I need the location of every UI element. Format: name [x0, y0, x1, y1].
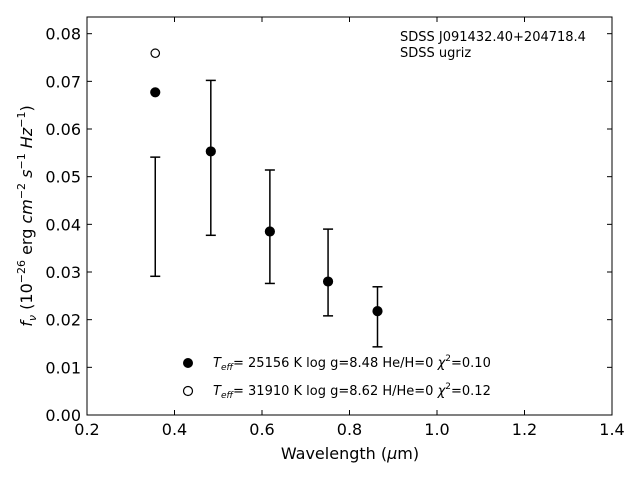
model-1-point — [264, 226, 275, 237]
y-tick-label: 0.08 — [45, 25, 81, 44]
x-tick-label: 0.6 — [249, 420, 274, 439]
y-tick-label: 0.02 — [45, 311, 81, 330]
annotation-object-name: SDSS J091432.40+204718.4 — [400, 30, 586, 45]
axes: 0.2 0.4 0.6 0.8 1.0 1.2 1.4 0.00 0.01 0.02 0.03 0.0… — [45, 16, 625, 439]
legend-marker-model-1 — [183, 358, 193, 368]
y-axis-title: fν (10−26 erg cm−2 s−1 Hz−1) — [15, 105, 39, 326]
legend: Teff= 25156 K log g=8.48 He/H=0 χ2=0.10 … — [182, 354, 491, 401]
x-tick-label: 1.0 — [424, 420, 449, 439]
model-1-point — [205, 146, 216, 157]
y-tick-label: 0.01 — [45, 358, 81, 377]
model-1-point — [372, 305, 383, 317]
legend-label-model-2: Teff= 31910 K log g=8.62 H/He=0 χ2=0.12 — [213, 382, 491, 401]
y-tick-label: 0.04 — [45, 215, 81, 234]
x-tick-label: 1.4 — [599, 420, 624, 439]
model-1-point — [322, 276, 334, 287]
x-tick-label: 0.2 — [74, 420, 99, 439]
x-tick-label: 1.2 — [512, 420, 537, 439]
legend-marker-model-2 — [182, 385, 194, 397]
annotation-filters: SDSS ugriz — [400, 46, 471, 61]
y-tick-label: 0.07 — [45, 72, 81, 91]
plot-area — [150, 48, 383, 348]
y-tick-label: 0.00 — [45, 406, 81, 425]
y-tick-label: 0.05 — [45, 168, 81, 187]
x-axis-title: Wavelength (μm) — [281, 444, 419, 463]
x-tick-label: 0.8 — [337, 420, 362, 439]
model-1-point — [150, 87, 161, 98]
model-2-point — [150, 48, 161, 59]
y-tick-label: 0.06 — [45, 120, 81, 139]
y-tick-label: 0.03 — [45, 263, 81, 282]
x-tick-label: 0.4 — [162, 420, 187, 439]
legend-label-model-1: Teff= 25156 K log g=8.48 He/H=0 χ2=0.10 — [213, 354, 491, 373]
